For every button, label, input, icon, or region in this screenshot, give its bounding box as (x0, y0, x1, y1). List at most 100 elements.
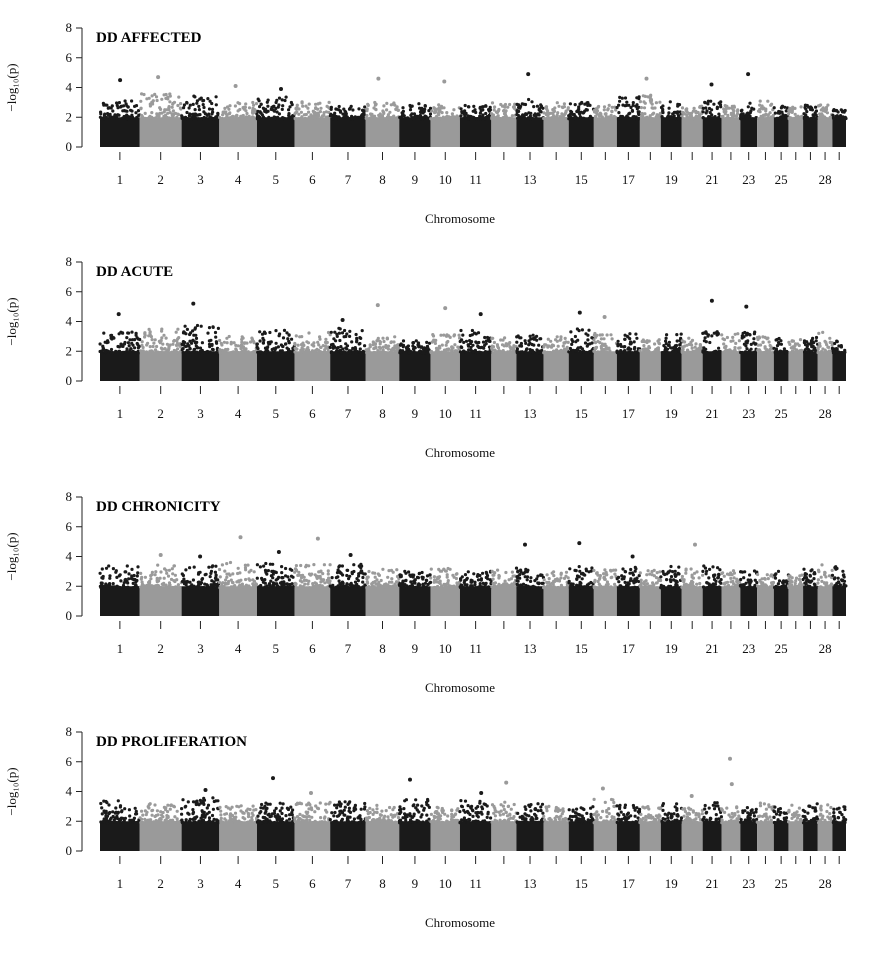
snp-point (542, 578, 546, 582)
snp-point (742, 576, 746, 580)
snp-point (717, 112, 721, 116)
snp-point (263, 586, 267, 590)
snp-point (722, 574, 726, 578)
snp-point (124, 109, 128, 113)
snp-point (701, 331, 705, 335)
snp-point (518, 106, 522, 110)
snp-point (593, 580, 597, 584)
snp-point (389, 340, 393, 345)
snp-point (819, 103, 823, 107)
snp-point (714, 331, 718, 335)
snp-point (383, 351, 387, 355)
snp-point (673, 117, 677, 121)
snp-point (225, 562, 229, 566)
snp-point (233, 104, 237, 108)
snp-point (740, 570, 745, 574)
snp-point (731, 335, 735, 339)
snp-point (298, 335, 302, 339)
snp-point (416, 576, 420, 580)
snp-point (400, 584, 404, 588)
snp-point (606, 107, 610, 111)
snp-point (633, 350, 638, 354)
snp-point (767, 340, 771, 344)
snp-point (645, 582, 650, 586)
snp-point (365, 348, 369, 352)
snp-point (255, 342, 259, 346)
snp-point (371, 585, 375, 590)
snp-point (140, 92, 144, 96)
snp-point (207, 342, 212, 346)
snp-point (824, 349, 828, 353)
chromosome-5-points (256, 586, 295, 616)
chromosome-22-points (721, 586, 741, 616)
snp-point (306, 350, 310, 355)
snp-point (395, 347, 399, 351)
snp-point (626, 586, 631, 590)
snp-point (746, 105, 750, 109)
snp-point (566, 107, 570, 111)
snp-point (745, 117, 749, 121)
snp-point (727, 106, 731, 110)
snp-point (168, 584, 172, 588)
snp-point (116, 106, 120, 110)
snp-point (176, 327, 180, 331)
x-tick-label: 13 (524, 172, 537, 187)
snp-point (593, 117, 597, 121)
chromosome-16-points (593, 586, 617, 616)
snp-point (319, 586, 323, 590)
snp-point (357, 107, 361, 111)
snp-point (401, 339, 406, 343)
snp-point (503, 579, 507, 583)
snp-point (197, 571, 201, 575)
snp-point (99, 585, 103, 590)
snp-point (675, 333, 679, 337)
snp-point (107, 113, 111, 117)
snp-point (354, 585, 358, 590)
snp-point (493, 348, 497, 352)
snp-point (433, 341, 437, 345)
snp-point (477, 345, 481, 350)
snp-point (710, 108, 714, 112)
snp-point (510, 117, 514, 121)
snp-point (724, 104, 728, 108)
snp-point (285, 346, 289, 350)
snp-point (469, 341, 473, 346)
snp-point (351, 108, 355, 112)
top-hit-point (116, 312, 121, 317)
snp-point (550, 571, 554, 575)
snp-point (176, 586, 180, 590)
snp-point (666, 114, 670, 118)
chromosome-19-points (660, 117, 682, 147)
x-tick-label: 9 (412, 406, 419, 421)
snp-point (322, 111, 326, 115)
snp-point (728, 117, 732, 121)
x-axis-label: Chromosome (425, 211, 495, 226)
snp-point (179, 345, 183, 349)
snp-point (455, 581, 459, 585)
snp-point (376, 582, 380, 586)
snp-point (526, 584, 530, 588)
snp-point (690, 346, 694, 350)
x-tick-label: 8 (379, 172, 386, 187)
snp-point (456, 117, 460, 121)
snp-point (409, 105, 413, 109)
snp-point (532, 105, 536, 109)
snp-point (389, 568, 394, 573)
snp-point (577, 565, 581, 569)
snp-point (778, 111, 782, 115)
snp-point (191, 578, 195, 582)
snp-point (763, 335, 767, 339)
snp-point (477, 586, 481, 590)
snp-point (119, 579, 123, 583)
snp-point (803, 103, 808, 107)
snp-point (186, 117, 190, 121)
snp-point (580, 577, 584, 581)
snp-point (116, 585, 121, 589)
snp-point (651, 112, 655, 116)
snp-point (682, 340, 686, 344)
snp-point (387, 344, 391, 348)
x-tick-label: 6 (309, 406, 316, 421)
snp-point (674, 350, 678, 354)
snp-point (809, 117, 813, 121)
snp-point (318, 101, 322, 105)
